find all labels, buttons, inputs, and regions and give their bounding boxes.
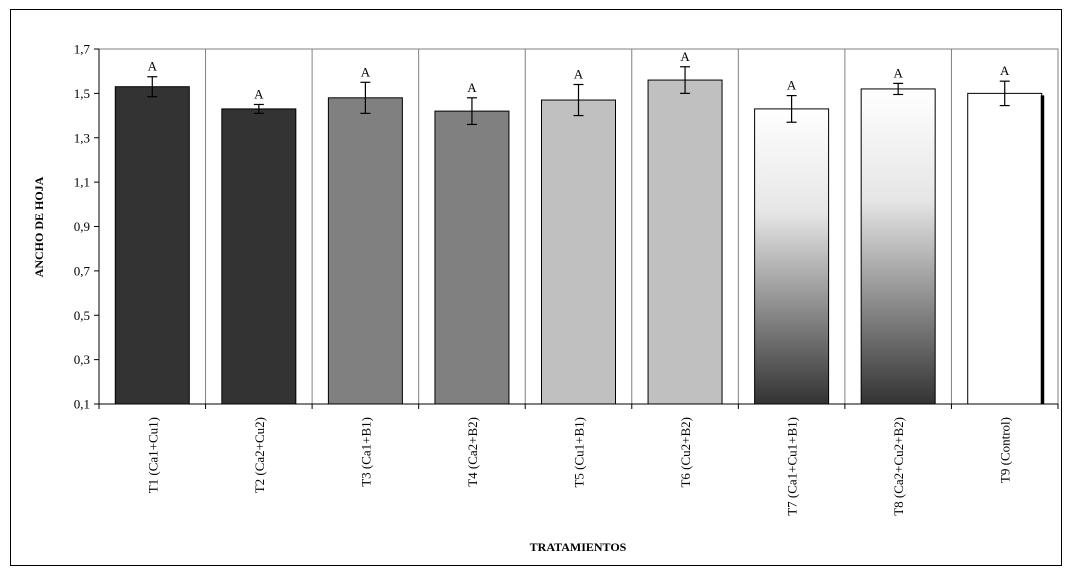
x-tick-label: T1 (Ca1+Cu1) <box>145 417 160 493</box>
bar <box>434 110 510 405</box>
y-tick-label: 1,3 <box>74 130 90 145</box>
significance-label: A <box>467 80 477 95</box>
significance-label: A <box>680 49 690 64</box>
x-tick-label: T2 (Ca2+Cu2) <box>252 417 267 493</box>
y-tick-label: 0,1 <box>74 397 90 412</box>
bar <box>221 108 297 405</box>
y-tick-label: 0,3 <box>74 352 90 367</box>
significance-label: A <box>254 86 264 101</box>
y-tick-label: 0,5 <box>74 308 90 323</box>
bar <box>541 99 616 405</box>
bar <box>967 92 1043 405</box>
significance-label: A <box>361 64 371 79</box>
significance-label: A <box>1000 63 1010 78</box>
bar <box>647 79 723 405</box>
y-tick-label: 1,1 <box>74 175 90 190</box>
significance-label: A <box>787 78 797 93</box>
x-tick-label: T7 (Ca1+Cu1+B1) <box>785 417 800 516</box>
x-tick-label: T3 (Ca1+B1) <box>358 417 373 487</box>
y-tick-label: 1,7 <box>74 42 91 57</box>
x-axis-title: TRATAMIENTOS <box>530 540 627 554</box>
bar <box>860 88 936 405</box>
significance-label: A <box>148 59 158 74</box>
bar <box>114 86 190 405</box>
x-tick-label: T8 (Ca2+Cu2+B2) <box>891 417 906 516</box>
significance-label: A <box>574 67 584 82</box>
bar <box>327 97 403 405</box>
x-tick-label: T5 (Cu1+B1) <box>572 417 587 488</box>
bar <box>754 108 830 405</box>
x-tick-label: T9 (Control) <box>998 417 1013 483</box>
y-tick-label: 1,5 <box>74 86 90 101</box>
y-axis-title: ANCHO DE HOJA <box>32 176 46 277</box>
x-tick-label: T6 (Cu2+B2) <box>678 417 693 488</box>
y-tick-label: 0,7 <box>74 263 91 278</box>
significance-label: A <box>893 65 903 80</box>
y-tick-label: 0,9 <box>74 219 90 234</box>
bar-shadow-edge <box>1040 95 1045 404</box>
x-tick-label: T4 (Ca2+B2) <box>465 417 480 487</box>
